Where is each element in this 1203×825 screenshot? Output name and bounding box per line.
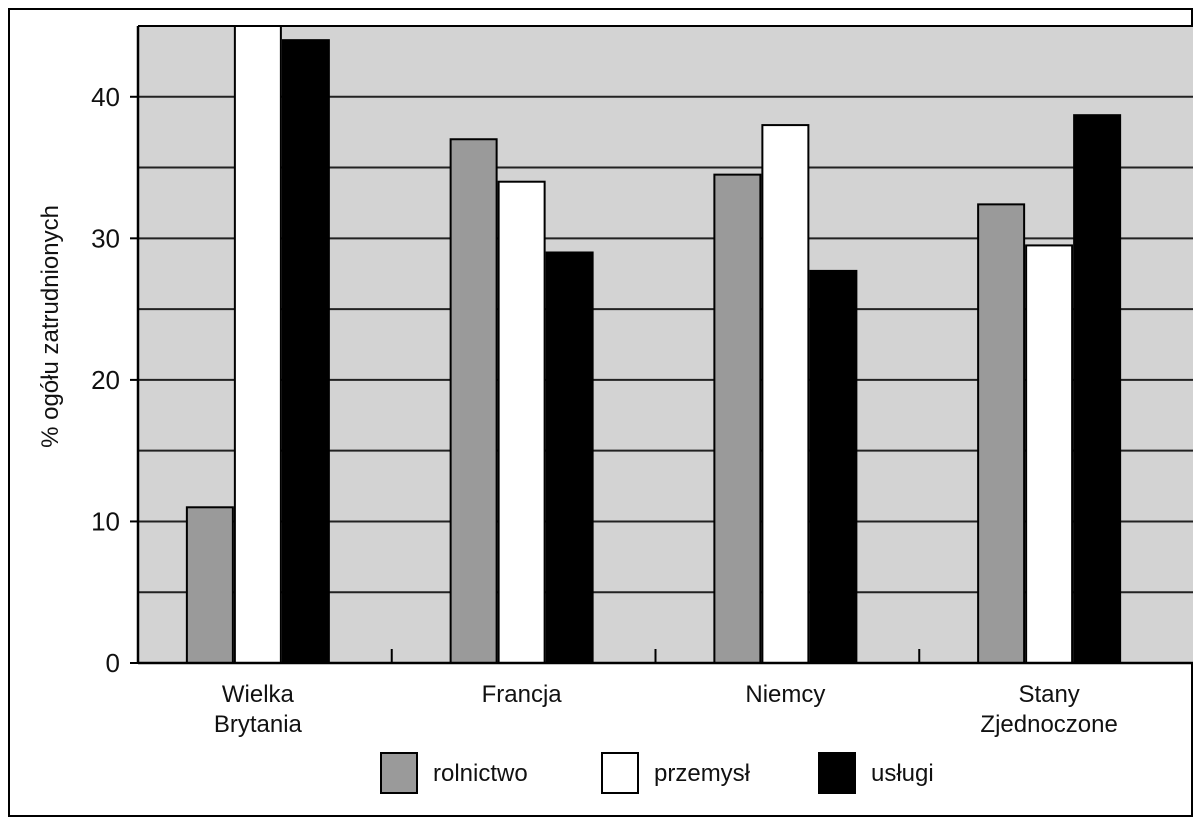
legend-label-przemysł: przemysł (654, 760, 751, 787)
legend-swatch-przemysł (601, 752, 639, 794)
x-category-labels: Wielka Brytania Francja Niemcy Stany Zjednocz… (214, 681, 1118, 738)
x-category-label-line: Wielka (222, 681, 295, 708)
y-tick-label: 0 (106, 648, 120, 678)
bar-usługi (281, 39, 330, 664)
x-category-label: Niemcy (745, 681, 825, 708)
bars (185, 25, 1122, 665)
y-tick-label: 20 (91, 365, 120, 395)
bar-rolnictwo (713, 173, 762, 664)
x-category-label-line: Francja (482, 681, 563, 708)
legend-swatch-usługi (818, 752, 856, 794)
bar-usługi (545, 251, 594, 664)
bar-rolnictwo (185, 506, 234, 664)
x-category-label: Wielka Brytania (214, 681, 303, 738)
x-category-label: Stany Zjednoczone (980, 681, 1117, 738)
bar-usługi (1073, 114, 1122, 665)
axes (130, 25, 1193, 665)
x-category-label: Francja (482, 681, 563, 708)
bar-przemysł (497, 180, 546, 664)
y-tick-label: 30 (91, 223, 120, 253)
y-tick-labels: 0 10 20 30 40 (91, 82, 120, 678)
legend-swatch-rolnictwo (380, 752, 418, 794)
x-category-label-line: Zjednoczone (980, 711, 1117, 738)
bar-usługi (809, 269, 858, 664)
bar-rolnictwo (449, 138, 498, 664)
legend-label-rolnictwo: rolnictwo (433, 760, 528, 787)
y-tick-label: 10 (91, 506, 120, 536)
legend-label-usługi: usługi (871, 760, 934, 787)
y-axis-label: % ogółu zatrudnionych (37, 205, 64, 448)
legend: rolnictwo przemysł usługi (380, 752, 934, 794)
x-category-label-line: Brytania (214, 711, 303, 738)
bar-przemysł (233, 25, 282, 664)
x-category-label-line: Niemcy (745, 681, 825, 708)
bar-przemysł (1025, 244, 1074, 665)
bar-przemysł (761, 124, 810, 665)
bar-rolnictwo (977, 203, 1026, 665)
x-category-label-line: Stany (1018, 681, 1079, 708)
y-tick-label: 40 (91, 82, 120, 112)
